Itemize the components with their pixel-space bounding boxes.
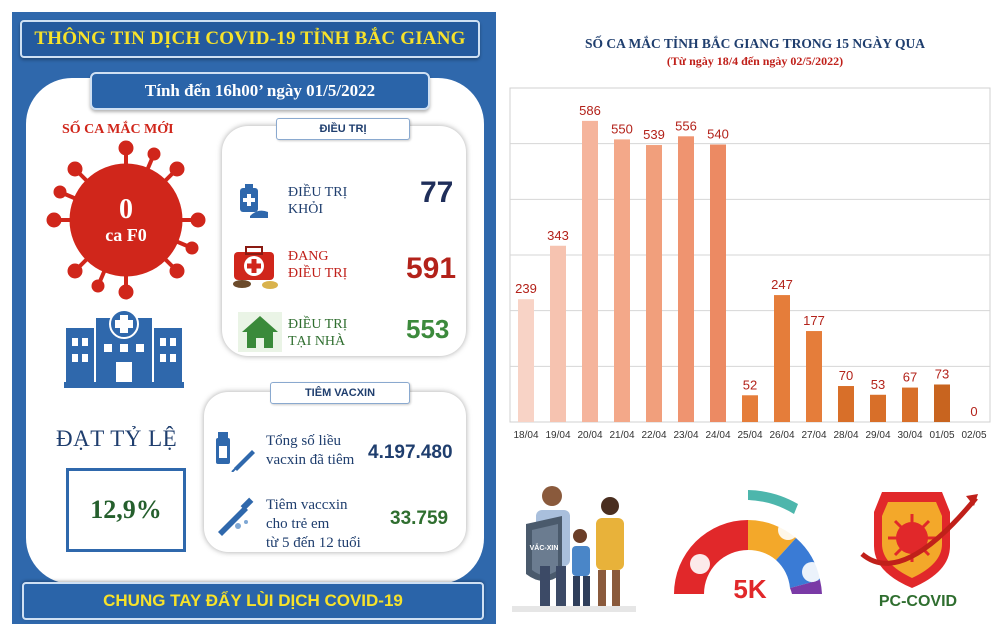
bar (582, 120, 598, 422)
vaccine-vial-icon (216, 432, 255, 472)
home-icon (238, 312, 282, 352)
bar (902, 387, 918, 422)
info-panel: THÔNG TIN DỊCH COVID-19 TỈNH BẮC GIANG T… (12, 12, 496, 624)
bar (870, 394, 886, 422)
bar (646, 145, 662, 422)
data-label: 239 (515, 281, 537, 296)
virus-icon (46, 140, 206, 300)
rate-label: ĐẠT TỶ LỆ (56, 426, 178, 451)
data-label: 177 (803, 313, 825, 328)
recovered-label-line1: ĐIỀU TRỊ (288, 185, 348, 200)
bar (742, 395, 758, 422)
x-tick-label: 18/04 (513, 430, 538, 441)
data-label: 550 (611, 121, 633, 136)
child-vaccine-icon (218, 497, 254, 536)
data-label: 53 (871, 377, 885, 392)
data-label: 52 (743, 377, 757, 392)
bar (838, 386, 854, 422)
date-label: Tính đến 16h00’ ngày 01/5/2022 (144, 81, 376, 100)
x-tick-label: 02/05 (961, 430, 986, 441)
chart-subtitle: (Từ ngày 18/4 đến ngày 02/5/2022) (666, 54, 844, 68)
vaccine-family-illustration: VẮC-XIN (512, 486, 636, 612)
new-cases-counter: 0 ca F0 (46, 140, 206, 300)
bar (678, 136, 694, 422)
x-tick-label: 01/05 (929, 430, 954, 441)
data-label: 0 (970, 404, 977, 419)
x-tick-label: 30/04 (897, 430, 922, 441)
bar (550, 245, 566, 422)
bar (614, 139, 630, 422)
data-label: 73 (935, 366, 949, 381)
treatment-tag: ĐIỀU TRỊ (276, 118, 410, 140)
data-label: 247 (771, 277, 793, 292)
page-title: THÔNG TIN DỊCH COVID-19 TỈNH BẮC GIANG (34, 28, 466, 49)
bar (518, 299, 534, 422)
slogan-banner: CHUNG TAY ĐẨY LÙI DỊCH COVID-19 (22, 582, 484, 620)
total-doses-line2: vacxin đã tiêm (266, 452, 355, 468)
data-label: 556 (675, 118, 697, 133)
x-tick-label: 25/04 (737, 430, 762, 441)
data-label: 586 (579, 103, 601, 118)
child-vaccine-label: Tiêm vaccxin cho trẻ em từ 5 đến 12 tuổi (266, 496, 361, 553)
shield-label: VẮC-XIN (530, 543, 559, 552)
title-banner: THÔNG TIN DỊCH COVID-19 TỈNH BẮC GIANG (20, 20, 480, 58)
child-vaccine-line3: từ 5 đến 12 tuổi (266, 535, 361, 551)
pc-covid-label: PC-COVID (879, 593, 957, 610)
recovered-label-line2: KHỎI (288, 202, 323, 217)
x-tick-label: 26/04 (769, 430, 794, 441)
child-vaccine-line1: Tiêm vaccxin (266, 497, 348, 513)
total-doses-label: Tổng số liều vacxin đã tiêm (266, 432, 354, 470)
bar (710, 144, 726, 422)
child-vaccine-line2: cho trẻ em (266, 516, 330, 532)
first-aid-icon (233, 246, 278, 289)
five-k-icon: 5K (674, 490, 822, 604)
in-treatment-label-line2: ĐIỀU TRỊ (288, 266, 348, 281)
in-treatment-label: ĐANG ĐIỀU TRỊ (288, 248, 347, 282)
x-tick-label: 22/04 (641, 430, 666, 441)
x-tick-label: 20/04 (577, 430, 602, 441)
at-home-label-line2: TẠI NHÀ (288, 334, 346, 349)
at-home-label-line1: ĐIỀU TRỊ (288, 317, 348, 332)
data-label: 539 (643, 127, 665, 142)
recovered-label: ĐIỀU TRỊ KHỎI (288, 184, 347, 218)
vaccine-card: Tổng số liều vacxin đã tiêm 4.197.480 Ti… (204, 392, 466, 552)
in-treatment-label-line1: ĐANG (288, 249, 329, 264)
total-doses-value: 4.197.480 (368, 442, 453, 463)
date-banner: Tính đến 16h00’ ngày 01/5/2022 (90, 72, 430, 110)
treatment-card: ĐIỀU TRỊ KHỎI 77 ĐANG ĐIỀU TRỊ 591 ĐIỀU … (222, 126, 466, 356)
rate-value: 12,9% (66, 468, 186, 552)
chart-title: SỐ CA MẮC TỈNH BẮC GIANG TRONG 15 NGÀY Q… (585, 36, 925, 51)
at-home-value: 553 (406, 314, 450, 344)
five-k-label: 5K (733, 574, 766, 604)
bar (806, 331, 822, 422)
pc-covid-logo: PC-COVID (860, 492, 978, 610)
child-vaccine-value: 33.759 (390, 508, 449, 529)
hospital-icon (64, 309, 184, 388)
slogan-text: CHUNG TAY ĐẨY LÙI DỊCH COVID-19 (103, 591, 403, 610)
data-label: 67 (903, 370, 917, 385)
new-cases-unit: ca F0 (105, 224, 147, 245)
new-cases-label: SỐ CA MẮC MỚI (62, 122, 174, 137)
x-tick-label: 21/04 (609, 430, 634, 441)
x-tick-label: 23/04 (673, 430, 698, 441)
medical-kit-icon (240, 184, 268, 218)
bar (934, 384, 950, 422)
data-label: 70 (839, 368, 853, 383)
x-tick-label: 27/04 (801, 430, 826, 441)
vaccine-tag: TIÊM VACXIN (270, 382, 410, 404)
new-cases-value: 0 (119, 193, 133, 225)
in-treatment-value: 591 (406, 252, 457, 285)
at-home-label: ĐIỀU TRỊ TẠI NHÀ (288, 316, 347, 350)
data-label: 343 (547, 228, 569, 243)
bar (774, 295, 790, 422)
x-tick-label: 19/04 (545, 430, 570, 441)
x-tick-label: 28/04 (833, 430, 858, 441)
x-tick-label: 29/04 (865, 430, 890, 441)
recovered-value: 77 (420, 176, 454, 209)
bar-chart: 239 18/04 343 19/04 586 20/04 550 21/04 539 22/04… (509, 87, 991, 441)
x-tick-label: 24/04 (705, 430, 730, 441)
total-doses-line1: Tổng số liều (266, 433, 341, 449)
data-label: 540 (707, 127, 729, 142)
